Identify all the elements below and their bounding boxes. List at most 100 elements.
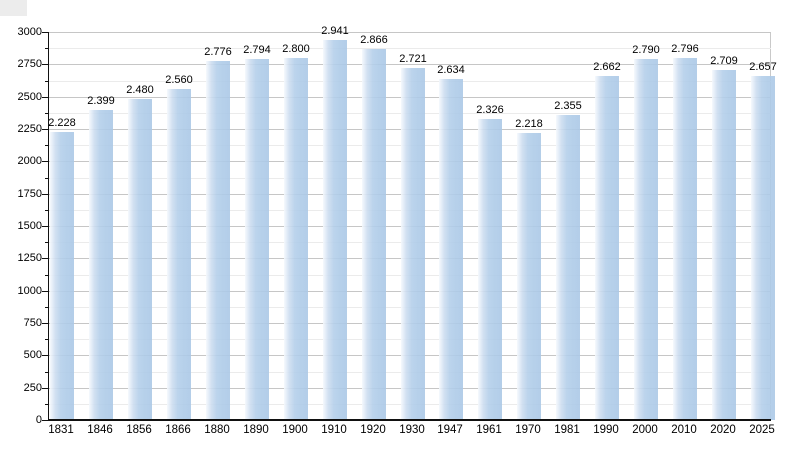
x-tick-label: 2025 — [749, 424, 775, 436]
bar-2025 — [751, 76, 775, 420]
x-tick-label: 1961 — [476, 424, 502, 436]
bar-value-label: 2.662 — [593, 61, 621, 73]
bar-1930 — [401, 68, 425, 420]
y-tick-label: 3000 — [17, 26, 42, 38]
bar-1970 — [517, 133, 541, 420]
bar-1947 — [439, 79, 463, 420]
bar-2020 — [712, 70, 736, 420]
bar-value-label: 2.228 — [48, 117, 76, 129]
y-tick-label: 1500 — [17, 220, 42, 232]
y-axis-tick — [42, 226, 48, 227]
bar-value-label: 2.796 — [671, 43, 699, 55]
bar-1981 — [556, 115, 580, 420]
x-tick-label: 1890 — [243, 424, 269, 436]
bar-value-label: 2.657 — [749, 61, 777, 73]
y-axis-tick — [42, 388, 48, 389]
x-tick-label: 2010 — [671, 424, 697, 436]
y-axis-tick — [45, 48, 48, 49]
bar-1910 — [323, 40, 347, 420]
x-tick-label: 1990 — [593, 424, 619, 436]
minor-gridline — [49, 48, 771, 49]
x-tick-label: 1900 — [282, 424, 308, 436]
bar-1961 — [478, 119, 502, 420]
y-axis-tick — [42, 258, 48, 259]
y-axis-tick — [45, 307, 48, 308]
x-tick-label: 1880 — [204, 424, 230, 436]
x-tick-label: 1910 — [321, 424, 347, 436]
y-axis-tick — [42, 291, 48, 292]
y-axis-tick — [45, 404, 48, 405]
y-tick-label: 2250 — [17, 123, 42, 135]
bar-value-label: 2.800 — [282, 43, 310, 55]
bar-value-label: 2.355 — [554, 100, 582, 112]
bar-1920 — [362, 49, 386, 420]
y-tick-label: 1250 — [17, 252, 42, 264]
x-tick-label: 1981 — [554, 424, 580, 436]
corner-artifact — [0, 0, 27, 16]
bar-1990 — [595, 76, 619, 420]
x-tick-label: 1920 — [360, 424, 386, 436]
y-tick-label: 2000 — [17, 155, 42, 167]
x-tick-label: 2020 — [710, 424, 736, 436]
bar-value-label: 2.326 — [476, 104, 504, 116]
bar-value-label: 2.480 — [126, 84, 154, 96]
y-tick-label: 0 — [35, 414, 42, 426]
bar-value-label: 2.721 — [399, 53, 427, 65]
y-axis-tick — [45, 81, 48, 82]
plot-area: 2.228 2.399 2.480 2.560 2.776 2.794 2.800 2.941… — [48, 25, 777, 420]
y-axis-tick — [42, 161, 48, 162]
bar-value-label: 2.560 — [165, 74, 193, 86]
y-axis-tick — [42, 420, 48, 421]
bar-value-label: 2.941 — [321, 25, 349, 37]
bar-1890 — [245, 59, 269, 420]
x-tick-label: 1947 — [437, 424, 463, 436]
x-tick-label: 1930 — [399, 424, 425, 436]
y-axis-tick — [42, 97, 48, 98]
y-axis-tick — [45, 275, 48, 276]
y-axis-tick — [45, 339, 48, 340]
x-tick-label: 1866 — [165, 424, 191, 436]
y-axis-tick — [42, 323, 48, 324]
x-axis-line — [48, 419, 771, 421]
bar-1880 — [206, 61, 230, 420]
y-axis-tick — [45, 242, 48, 243]
bar-value-label: 2.399 — [87, 95, 115, 107]
bar-1856 — [128, 99, 152, 420]
bar-1831 — [50, 132, 74, 420]
y-axis-tick — [45, 145, 48, 146]
y-axis-tick — [42, 355, 48, 356]
y-tick-label: 500 — [23, 349, 42, 361]
y-tick-label: 1000 — [17, 285, 42, 297]
bar-value-label: 2.218 — [515, 118, 543, 130]
bar-value-label: 2.709 — [710, 55, 738, 67]
y-axis-tick — [45, 210, 48, 211]
x-tick-label: 1846 — [87, 424, 113, 436]
x-tick-label: 2000 — [632, 424, 658, 436]
bar-value-label: 2.866 — [360, 34, 388, 46]
y-axis-tick — [45, 178, 48, 179]
bar-value-label: 2.790 — [632, 44, 660, 56]
y-tick-label: 1750 — [17, 188, 42, 200]
bar-2010 — [673, 58, 697, 420]
x-tick-label: 1831 — [48, 424, 74, 436]
y-tick-label: 250 — [23, 382, 42, 394]
bar-1846 — [89, 110, 113, 420]
x-tick-label: 1856 — [126, 424, 152, 436]
bar-1866 — [167, 89, 191, 420]
major-gridline — [49, 32, 771, 33]
y-axis-tick — [42, 129, 48, 130]
y-axis-tick — [45, 372, 48, 373]
y-tick-label: 2750 — [17, 58, 42, 70]
bar-value-label: 2.634 — [437, 64, 465, 76]
bar-2000 — [634, 59, 658, 420]
y-axis-tick — [42, 64, 48, 65]
y-tick-label: 2500 — [17, 91, 42, 103]
y-axis-tick — [42, 194, 48, 195]
x-tick-label: 1970 — [515, 424, 541, 436]
y-axis-tick — [42, 32, 48, 33]
bar-value-label: 2.776 — [204, 46, 232, 58]
bar-1900 — [284, 58, 308, 420]
y-tick-label: 750 — [23, 317, 42, 329]
major-gridline — [49, 64, 771, 65]
